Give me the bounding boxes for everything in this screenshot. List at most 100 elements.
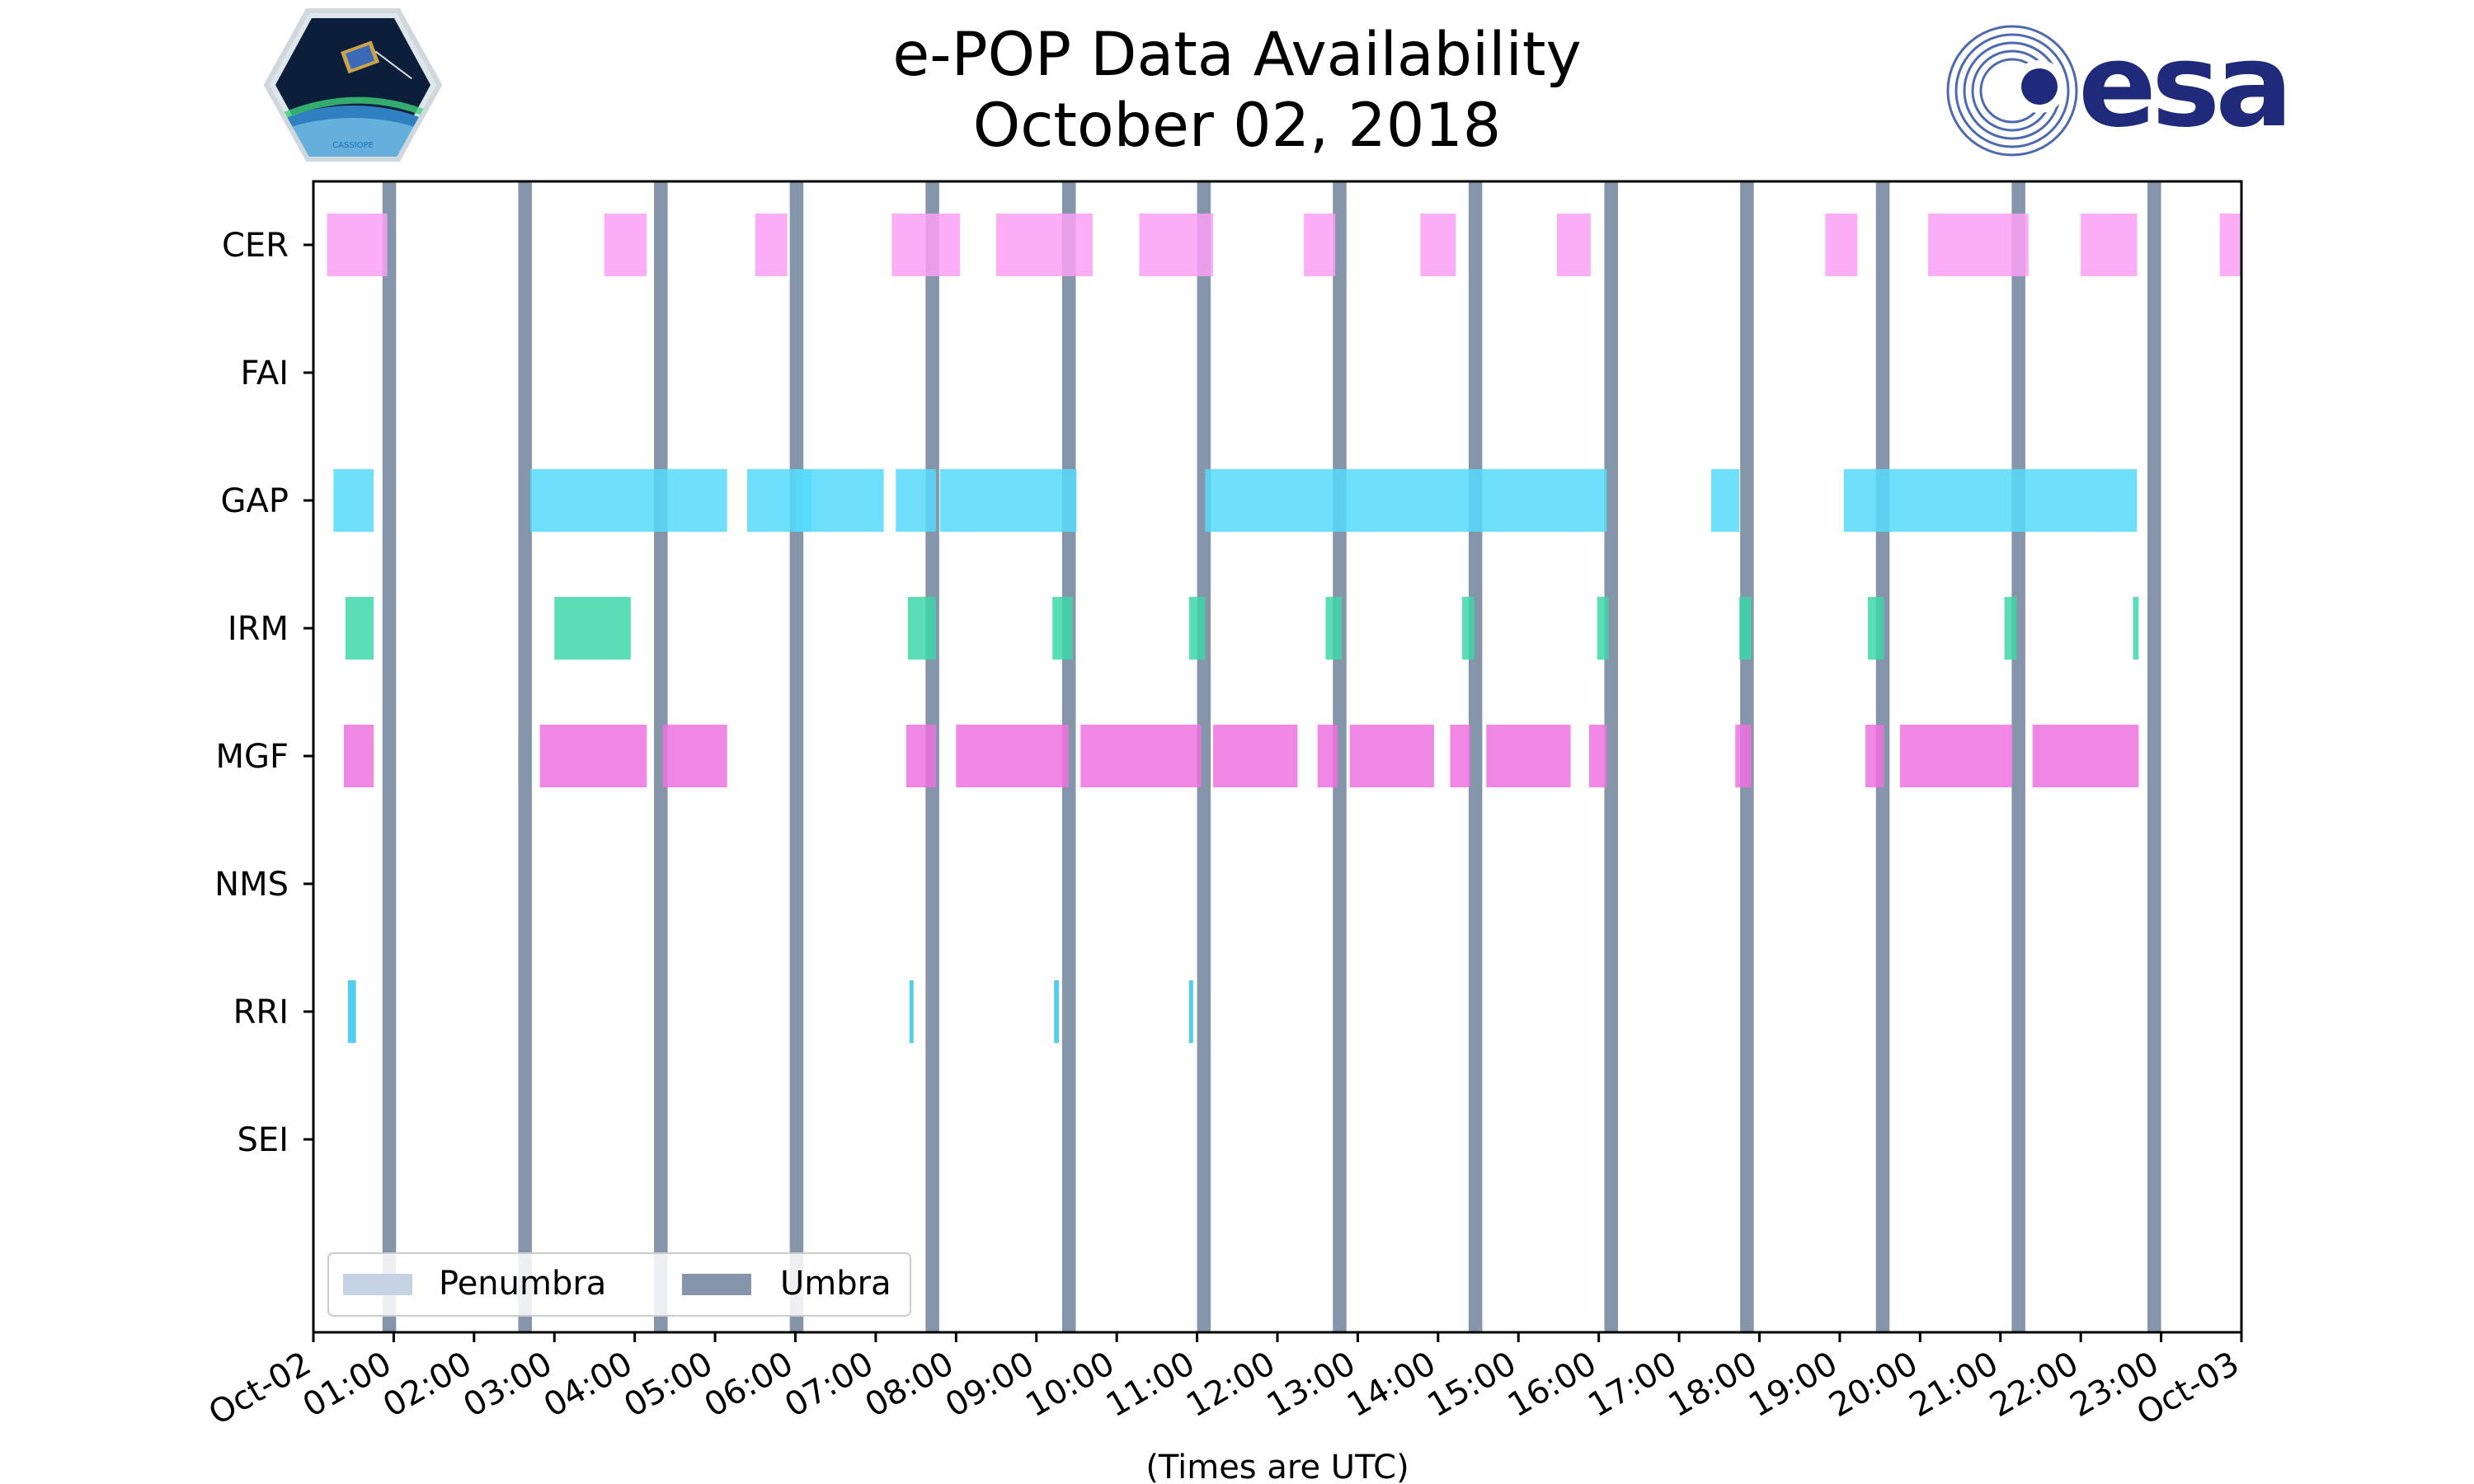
bar-cer-11 <box>2081 214 2138 276</box>
bar-rri-2 <box>1054 980 1060 1043</box>
y-tick-label-sei: SEI <box>238 1121 289 1159</box>
y-tick-label-rri: RRI <box>233 993 289 1031</box>
chart-title-line2: October 02, 2018 <box>972 91 1502 161</box>
bar-irm-4 <box>1188 597 1206 660</box>
cassiope-logo: CASSIOPE <box>262 7 444 163</box>
x-tick-label-11: 11:00 <box>1100 1345 1202 1425</box>
umbra-band-1 <box>518 181 532 1332</box>
x-tick-label-3: 03:00 <box>457 1345 558 1425</box>
x-tick-label-17: 17:00 <box>1582 1345 1683 1425</box>
bar-gap-7 <box>1711 469 1740 532</box>
legend-umbra-swatch <box>682 1274 751 1295</box>
esa-swirl-icon <box>1946 25 2078 157</box>
bar-mgf-14 <box>1899 725 2013 787</box>
bar-mgf-7 <box>1317 725 1338 787</box>
bar-irm-11 <box>2133 597 2139 660</box>
bar-irm-7 <box>1597 597 1609 660</box>
umbra-band-9 <box>1604 181 1619 1332</box>
x-tick-label-16: 16:00 <box>1502 1345 1603 1425</box>
x-tick-label-18: 18:00 <box>1663 1345 1764 1425</box>
bar-cer-3 <box>891 214 961 276</box>
legend-penumbra-label: Penumbra <box>439 1265 606 1303</box>
bar-irm-8 <box>1739 597 1752 660</box>
bar-gap-5 <box>939 469 1077 532</box>
bar-mgf-1 <box>539 725 647 787</box>
bar-irm-6 <box>1462 597 1475 660</box>
legend: Penumbra Umbra <box>327 1252 911 1317</box>
bar-gap-4 <box>896 469 936 532</box>
x-tick-label-10: 10:00 <box>1019 1345 1121 1425</box>
bar-irm-1 <box>554 597 631 660</box>
chart-title-line1: e-POP Data Availability <box>892 20 1582 90</box>
bar-cer-0 <box>327 214 388 276</box>
bar-gap-8 <box>1843 469 2138 532</box>
bar-cer-2 <box>755 214 788 276</box>
cassiope-logo-text: CASSIOPE <box>332 141 374 150</box>
bar-gap-1 <box>530 469 727 532</box>
axis-ticks: CER FAI GAP IRM MGF NMS RRI SEI Oct-0201:0002:00… <box>203 227 2246 1433</box>
bar-cer-6 <box>1304 214 1336 276</box>
x-tick-label-4: 04:00 <box>538 1345 639 1425</box>
bar-mgf-5 <box>1080 725 1202 787</box>
bar-mgf-9 <box>1450 725 1470 787</box>
y-tick-label-mgf: MGF <box>215 738 289 776</box>
bar-irm-9 <box>1868 597 1884 660</box>
bar-irm-2 <box>907 597 936 660</box>
legend-penumbra-swatch <box>343 1274 412 1295</box>
legend-umbra-label: Umbra <box>780 1265 891 1303</box>
bar-mgf-13 <box>1865 725 1884 787</box>
bar-gap-3 <box>795 469 884 532</box>
bar-cer-12 <box>2219 214 2241 276</box>
bar-rri-1 <box>909 980 914 1043</box>
bar-gap-0 <box>333 469 374 532</box>
bar-cer-1 <box>604 214 647 276</box>
bar-mgf-6 <box>1213 725 1298 787</box>
x-tick-label-14: 14:00 <box>1341 1345 1442 1425</box>
umbra-band-12 <box>2011 181 2025 1332</box>
x-tick-label-15: 15:00 <box>1421 1345 1522 1425</box>
y-tick-label-cer: CER <box>222 227 289 265</box>
esa-logo: esa <box>1942 21 2305 161</box>
y-tick-label-fai: FAI <box>241 355 289 392</box>
y-tick-label-gap: GAP <box>221 482 289 520</box>
bar-cer-10 <box>1928 214 2029 276</box>
x-tick-label-6: 06:00 <box>698 1345 800 1425</box>
x-axis-label: (Times are UTC) <box>1145 1449 1409 1484</box>
bar-mgf-4 <box>956 725 1069 787</box>
x-tick-label-0: Oct-02 <box>203 1345 317 1433</box>
x-tick-label-5: 05:00 <box>618 1345 719 1425</box>
bar-mgf-3 <box>905 725 936 787</box>
bar-rri-0 <box>347 980 356 1043</box>
x-tick-label-9: 09:00 <box>939 1345 1041 1425</box>
x-tick-label-13: 13:00 <box>1261 1345 1362 1425</box>
x-tick-label-19: 19:00 <box>1743 1345 1844 1425</box>
bar-irm-0 <box>345 597 374 660</box>
bar-cer-7 <box>1420 214 1456 276</box>
esa-logo-text: esa <box>2078 19 2293 153</box>
bar-cer-8 <box>1557 214 1591 276</box>
x-tick-label-22: 22:00 <box>1983 1345 2085 1425</box>
bar-cer-4 <box>996 214 1093 276</box>
x-tick-label-12: 12:00 <box>1180 1345 1282 1425</box>
bar-irm-10 <box>2004 597 2017 660</box>
bar-mgf-11 <box>1588 725 1607 787</box>
umbra-band-0 <box>382 181 397 1332</box>
y-tick-label-irm: IRM <box>228 610 289 648</box>
umbra-band-8 <box>1468 181 1483 1332</box>
bar-mgf-12 <box>1735 725 1752 787</box>
x-tick-label-7: 07:00 <box>778 1345 880 1425</box>
legend-box <box>327 1252 911 1317</box>
x-tick-label-21: 21:00 <box>1903 1345 2005 1425</box>
bar-gap-6 <box>1205 469 1607 532</box>
bar-cer-9 <box>1825 214 1858 276</box>
x-tick-label-8: 08:00 <box>858 1345 960 1425</box>
y-tick-label-nms: NMS <box>214 866 289 904</box>
bar-irm-3 <box>1052 597 1073 660</box>
bar-mgf-8 <box>1349 725 1434 787</box>
x-tick-label-2: 02:00 <box>377 1345 478 1425</box>
bar-mgf-15 <box>2032 725 2139 787</box>
x-tick-label-1: 01:00 <box>297 1345 398 1425</box>
x-tick-label-20: 20:00 <box>1823 1345 1924 1425</box>
bar-mgf-2 <box>662 725 727 787</box>
